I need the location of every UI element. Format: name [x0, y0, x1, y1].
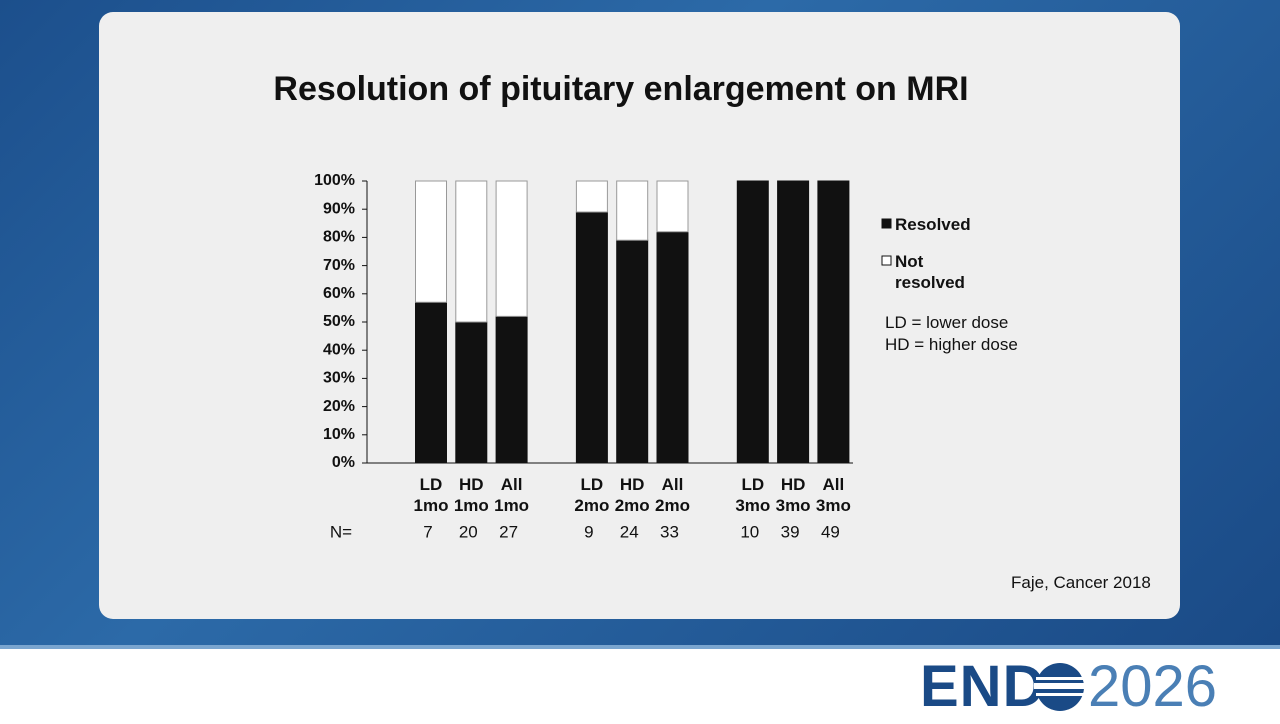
bar-segment — [736, 180, 769, 464]
footer: END 2026 — [0, 645, 1280, 724]
bar-segment — [415, 180, 447, 303]
y-tick-label: 40% — [323, 341, 355, 358]
n-value: 20 — [459, 522, 478, 541]
bar-segment — [817, 180, 850, 464]
logo-left: END — [920, 654, 1046, 719]
x-tick-label: All 1mo — [494, 475, 530, 515]
n-value: 27 — [499, 522, 518, 541]
y-tick-label: 30% — [323, 370, 355, 387]
x-tick-label: HD 3mo — [775, 475, 811, 515]
bar-segment — [495, 180, 528, 317]
n-label: N= — [330, 522, 352, 541]
logo-right: 2026 — [1088, 654, 1218, 719]
n-value: 33 — [660, 522, 679, 541]
bar-segment — [656, 180, 689, 233]
bar-segment — [575, 211, 608, 464]
logo-globe — [1034, 663, 1086, 711]
x-tick-label: HD 1mo — [453, 475, 489, 515]
x-tick-label: All 2mo — [655, 475, 690, 515]
bar-segment — [415, 301, 447, 464]
y-tick-label: 80% — [323, 229, 355, 246]
y-tick-label: 100% — [314, 172, 355, 189]
y-tick-label: 20% — [323, 398, 355, 415]
note: HD = higher dose — [885, 335, 1018, 354]
n-value: 39 — [781, 522, 800, 541]
y-tick-label: 0% — [332, 454, 355, 471]
legend-label: Resolved — [895, 215, 971, 234]
bar-segment — [455, 180, 488, 323]
y-tick-label: 10% — [323, 426, 355, 443]
n-value: 24 — [620, 522, 639, 541]
bar-segment — [616, 239, 649, 464]
n-value: 9 — [584, 522, 593, 541]
x-tick-label: HD 2mo — [614, 475, 650, 515]
y-tick-label: 50% — [323, 313, 355, 330]
n-value: 49 — [821, 522, 840, 541]
x-tick-label: LD 1mo — [413, 475, 449, 515]
bar-segment — [616, 180, 649, 241]
chart-title: Resolution of pituitary enlargement on M… — [273, 70, 968, 108]
bar-segment — [575, 180, 608, 213]
note: LD = lower dose — [885, 313, 1009, 332]
y-tick-label: 90% — [323, 200, 355, 217]
bar-segment — [495, 315, 528, 464]
legend-label: Not resolved — [895, 252, 965, 292]
x-tick-label: All 3mo — [815, 475, 851, 515]
chart: Resolution of pituitary enlargement on M… — [273, 70, 968, 542]
n-value: 10 — [740, 522, 759, 541]
x-tick-label: LD 2mo — [574, 475, 610, 515]
y-tick-label: 70% — [323, 257, 355, 274]
bar-segment — [777, 180, 810, 464]
x-tick-label: LD 3mo — [735, 475, 771, 515]
source: Faje, Cancer 2018 — [1011, 573, 1151, 592]
n-value: 7 — [423, 522, 432, 541]
legend-marker — [881, 255, 892, 266]
y-tick-label: 60% — [323, 285, 355, 302]
bar-segment — [455, 321, 488, 464]
legend-marker — [881, 218, 892, 229]
bar-segment — [656, 231, 689, 464]
